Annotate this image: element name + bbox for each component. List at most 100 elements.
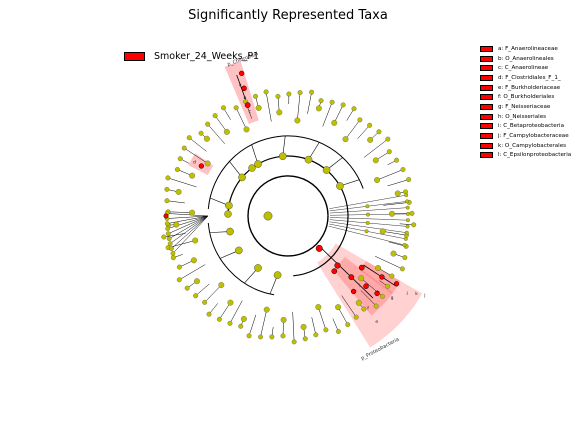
legend-label: Smoker_24_Weeks_P1	[154, 51, 260, 62]
leaf-node	[233, 105, 239, 111]
clade-letter: j	[423, 293, 425, 299]
branch	[334, 104, 344, 123]
branch	[297, 92, 301, 121]
branch	[382, 231, 407, 236]
significant-node	[358, 264, 365, 271]
genus-node	[374, 177, 380, 183]
class-node	[226, 227, 234, 236]
genus-node	[379, 228, 386, 235]
clade-legend-row: i: C_Betaproteobacteria	[480, 122, 571, 132]
genus-node	[375, 265, 382, 271]
phylum-node	[263, 211, 273, 221]
leaf-node	[406, 177, 412, 183]
order-node	[365, 221, 370, 225]
clade-letter: i	[359, 283, 360, 289]
branch	[360, 290, 377, 307]
clade-legend-row: h: O_Neisseriales	[480, 112, 571, 122]
leaf-node	[164, 198, 170, 204]
branch	[189, 137, 207, 152]
branch	[172, 215, 209, 254]
branch	[329, 217, 408, 221]
leaf-node	[329, 99, 335, 105]
branch	[207, 124, 225, 144]
order-arc	[207, 135, 364, 210]
branch	[292, 311, 295, 342]
genus-node	[335, 304, 342, 311]
leaf-node	[166, 236, 172, 242]
genus-node	[331, 119, 338, 126]
genus-node	[192, 237, 199, 244]
clade-swatch	[480, 94, 493, 101]
leaf-node	[164, 186, 170, 192]
phylum-node	[248, 164, 256, 172]
leaf-node	[280, 333, 286, 339]
clade-swatch	[480, 133, 493, 140]
leaf-node	[161, 234, 167, 240]
clade-label: h: O_Neisseriales	[498, 113, 547, 120]
leaf-node	[297, 90, 303, 96]
clade-label: l: C_Epsilonproteobacteria	[498, 152, 572, 159]
genus-node	[189, 209, 196, 216]
leaf-node	[169, 246, 174, 251]
genus-node	[204, 160, 211, 167]
leaf-node	[291, 339, 297, 345]
branch	[307, 92, 312, 114]
genus-node	[255, 104, 262, 111]
genus-node	[175, 188, 182, 195]
leaf-node	[177, 156, 183, 162]
genus-node	[294, 117, 301, 124]
branch	[363, 138, 388, 158]
clade-label: c: C_Anaerolineae	[498, 65, 549, 72]
branch	[167, 177, 197, 188]
clade-letter: a	[239, 83, 242, 88]
branch	[357, 125, 370, 139]
significant-node	[198, 163, 205, 169]
leaf-node	[399, 266, 405, 272]
legend-swatch	[124, 52, 145, 61]
leaf-node	[409, 210, 415, 216]
clade-letter: h	[377, 289, 380, 295]
branch	[260, 309, 267, 337]
clade-legend-row: j: F_Campylobacteraceae	[480, 131, 571, 141]
branch	[375, 256, 403, 270]
leaf-node	[405, 199, 410, 204]
highlight-betaproteobacteria	[332, 257, 394, 316]
clade-letter: f	[367, 306, 369, 312]
leaf-node	[275, 93, 281, 99]
leaf-node	[227, 320, 233, 326]
class-node	[273, 271, 282, 279]
clade-letter: k	[415, 291, 418, 297]
genus-node	[315, 304, 322, 311]
class-node	[238, 173, 246, 182]
class-node	[225, 201, 233, 210]
genus-node	[276, 109, 283, 116]
class-node	[278, 152, 287, 161]
branch	[219, 302, 231, 320]
leaf-node	[302, 336, 308, 342]
leaf-node	[165, 226, 171, 231]
clade-legend-row: e: F_Burkholderiaceae	[480, 83, 571, 93]
leaf-node	[176, 277, 182, 283]
leaf-node	[335, 329, 341, 334]
genus-node	[358, 275, 365, 282]
significant-node	[238, 70, 245, 76]
significant-node	[350, 288, 357, 295]
significant-node	[348, 274, 355, 280]
branch	[387, 179, 409, 187]
class-node	[254, 264, 262, 272]
leaf-node	[165, 175, 171, 181]
leaf-node	[405, 224, 410, 229]
leaf-node	[385, 283, 391, 289]
genus-node	[223, 128, 230, 135]
branch	[168, 215, 209, 234]
order-node	[366, 212, 370, 217]
leaf-node	[167, 241, 173, 246]
leaf-node	[258, 334, 263, 340]
significant-branch	[363, 264, 396, 287]
significant-node	[393, 281, 400, 287]
significant-node	[374, 290, 380, 297]
leaf-node	[323, 327, 329, 333]
genus-node	[300, 323, 307, 330]
clade-swatch	[480, 142, 493, 149]
